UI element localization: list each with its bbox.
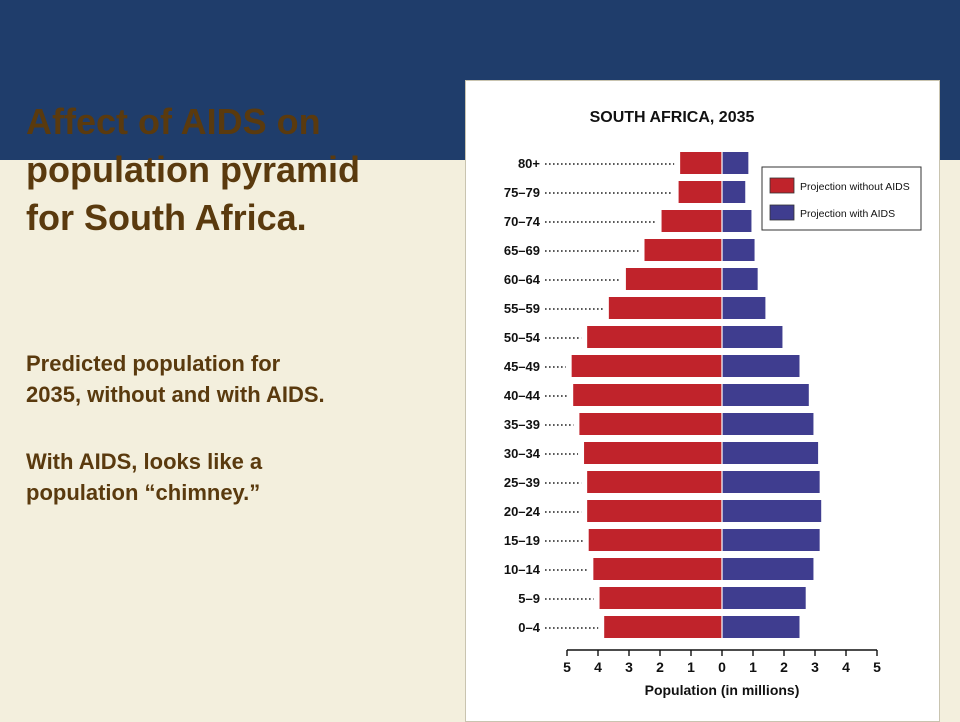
bar-without-aids [593, 558, 722, 580]
age-label: 5–9 [518, 591, 540, 606]
x-tick-label: 1 [687, 659, 695, 675]
bar-without-aids [680, 152, 722, 174]
x-tick-label: 0 [718, 659, 726, 675]
chart-title: SOUTH AFRICA, 2035 [590, 109, 755, 126]
age-label: 75–79 [504, 185, 540, 200]
paragraph-chimney-line-2: population “chimney.” [26, 480, 261, 505]
x-tick-label: 5 [563, 659, 571, 675]
x-tick-label: 3 [625, 659, 633, 675]
slide-title: Affect of AIDS on population pyramid for… [26, 98, 446, 242]
title-line-3: for South Africa. [26, 197, 307, 238]
bar-without-aids [584, 442, 722, 464]
x-tick-label: 5 [873, 659, 881, 675]
bar-with-aids [722, 210, 752, 232]
x-tick-label: 4 [842, 659, 850, 675]
bar-without-aids [587, 326, 722, 348]
bar-with-aids [722, 471, 820, 493]
age-label: 30–34 [504, 446, 541, 461]
bar-with-aids [722, 152, 749, 174]
legend-label-without-aids: Projection without AIDS [800, 181, 910, 193]
paragraph-chimney-line-1: With AIDS, looks like a [26, 449, 263, 474]
bar-without-aids [608, 297, 722, 319]
bar-without-aids [625, 268, 722, 290]
bar-with-aids [722, 500, 822, 522]
bar-without-aids [571, 355, 722, 377]
bar-without-aids [678, 181, 722, 203]
age-label: 25–39 [504, 475, 540, 490]
x-axis: 5 4 3 2 1 0 1 2 3 4 5 [563, 649, 881, 675]
bar-without-aids [644, 239, 722, 261]
age-label: 70–74 [504, 214, 541, 229]
bar-without-aids [587, 471, 722, 493]
legend-label-with-aids: Projection with AIDS [800, 208, 895, 220]
bar-with-aids [722, 413, 814, 435]
bar-without-aids [599, 587, 722, 609]
age-label: 20–24 [504, 504, 541, 519]
age-rows: 80+ 75–79 70–74 65–69 60–64 55–59 50–54 45–49 40… [504, 152, 822, 638]
paragraph-prediction: Predicted population for 2035, without a… [26, 348, 446, 410]
title-line-2: population pyramid [26, 149, 361, 190]
x-tick-label: 1 [749, 659, 757, 675]
legend-frame [761, 166, 922, 231]
age-label: 45–49 [504, 359, 540, 374]
age-label: 55–59 [504, 301, 540, 316]
bar-with-aids [722, 297, 766, 319]
bar-without-aids [579, 413, 722, 435]
bar-with-aids [722, 616, 800, 638]
age-label: 35–39 [504, 417, 540, 432]
age-label: 10–14 [504, 562, 541, 577]
bar-with-aids [722, 181, 746, 203]
age-label: 60–64 [504, 272, 541, 287]
bar-with-aids [722, 326, 783, 348]
bar-with-aids [722, 355, 800, 377]
x-tick-label: 2 [656, 659, 664, 675]
age-label: 65–69 [504, 243, 540, 258]
paragraph-prediction-line-2: 2035, without and with AIDS. [26, 382, 325, 407]
age-label: 80+ [518, 156, 540, 171]
x-tick-label: 2 [780, 659, 788, 675]
x-axis-label: Population (in millions) [645, 682, 800, 698]
age-label: 0–4 [518, 620, 540, 635]
bar-with-aids [722, 529, 820, 551]
bar-with-aids [722, 558, 814, 580]
population-pyramid-chart: SOUTH AFRICA, 2035 Projection without AI… [504, 109, 922, 698]
bar-without-aids [604, 616, 722, 638]
bar-without-aids [588, 529, 722, 551]
bar-without-aids [661, 210, 722, 232]
bar-without-aids [573, 384, 722, 406]
paragraph-prediction-line-1: Predicted population for [26, 351, 281, 376]
bar-with-aids [722, 587, 806, 609]
title-line-1: Affect of AIDS on [26, 101, 321, 142]
legend-swatch-with-aids [769, 204, 795, 221]
bar-without-aids [587, 500, 722, 522]
paragraph-chimney: With AIDS, looks like a population “chim… [26, 446, 446, 508]
x-tick-label: 3 [811, 659, 819, 675]
age-label: 40–44 [504, 388, 541, 403]
legend-swatch-without-aids [769, 177, 795, 194]
bar-with-aids [722, 442, 819, 464]
chart-legend: Projection without AIDS Projection with … [761, 166, 922, 231]
bar-with-aids [722, 268, 758, 290]
bar-with-aids [722, 384, 809, 406]
population-pyramid-figure: SOUTH AFRICA, 2035 Projection without AI… [465, 80, 940, 722]
age-label: 15–19 [504, 533, 540, 548]
x-tick-label: 4 [594, 659, 602, 675]
age-label: 50–54 [504, 330, 541, 345]
bar-with-aids [722, 239, 755, 261]
